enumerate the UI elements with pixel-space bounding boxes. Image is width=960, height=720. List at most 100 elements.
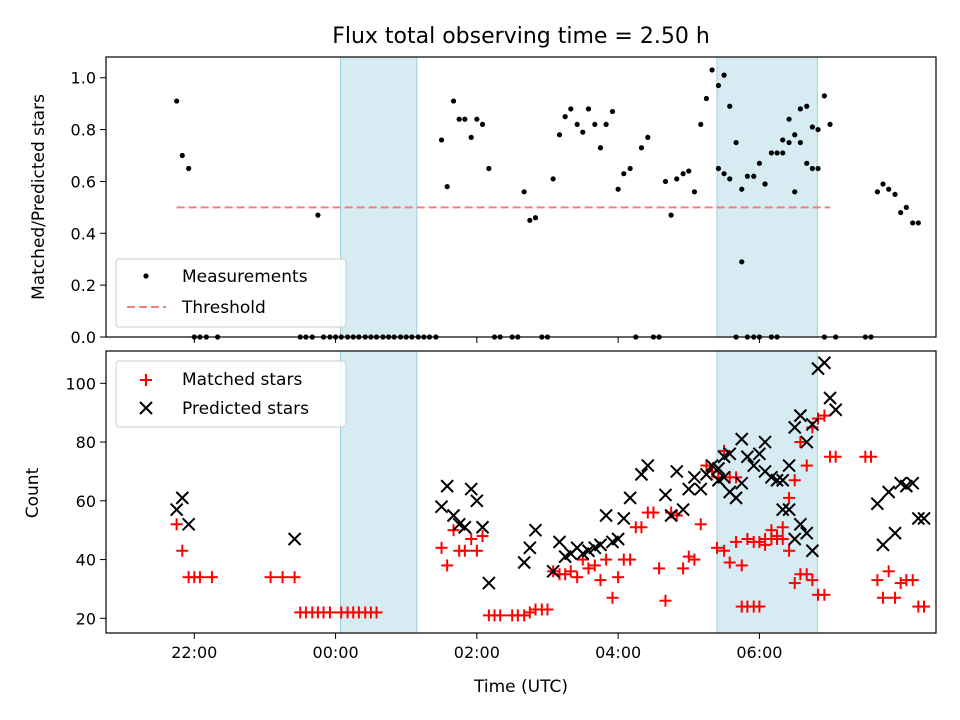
- predicted-star-point: [788, 532, 802, 546]
- matched-star-point: [670, 509, 683, 522]
- shaded-region-2: [716, 350, 818, 634]
- matched-star-point: [741, 533, 754, 545]
- y-tick-label: 0.0: [71, 328, 96, 347]
- y-tick-label: 0.8: [71, 121, 96, 140]
- measurement-point: [592, 121, 598, 128]
- measurement-point: [698, 121, 704, 128]
- measurement-point: [715, 165, 722, 172]
- measurement-point: [780, 150, 786, 156]
- matched-star-point: [735, 559, 748, 572]
- matched-star-point: [288, 571, 301, 584]
- matched-star-point: [170, 518, 183, 531]
- measurement-point: [668, 212, 674, 218]
- measurement-point: [438, 137, 445, 143]
- matched-star-point: [694, 518, 707, 531]
- predicted-star-point: [917, 511, 931, 526]
- matched-star-point: [788, 474, 801, 487]
- bottom-x-ticks: 22:00 00:00 02:00 04:00 06:00: [171, 633, 782, 662]
- matched-star-point: [818, 409, 831, 422]
- x-axis-label: Time (UTC): [473, 677, 568, 697]
- predicted-star-point: [623, 491, 637, 505]
- predicted-star-point: [747, 458, 761, 473]
- legend-matched-label: Matched stars: [182, 370, 302, 390]
- matched-star-point: [441, 559, 454, 572]
- measurement-point: [903, 204, 909, 210]
- legend-predicted-label: Predicted stars: [182, 399, 309, 419]
- matched-star-point: [594, 574, 607, 587]
- predicted-star-point: [446, 508, 461, 523]
- shaded-region-1: [340, 56, 418, 338]
- matched-star-point: [783, 491, 796, 504]
- measurement-point: [815, 126, 821, 133]
- predicted-star-point: [458, 520, 472, 534]
- measurement-point: [609, 108, 616, 115]
- measurement-point: [915, 220, 921, 226]
- measurement-point: [186, 165, 192, 172]
- measurement-point: [797, 139, 803, 146]
- matched-star-point: [877, 591, 890, 604]
- measurement-point: [809, 165, 815, 172]
- predicted-star-point: [687, 470, 702, 485]
- measurement-point: [568, 106, 574, 112]
- matched-star-point: [193, 571, 206, 584]
- measurement-point: [550, 176, 556, 182]
- matched-star-point: [606, 591, 619, 604]
- measurement-point: [721, 171, 727, 177]
- predicted-star-point: [782, 458, 796, 473]
- predicted-star-point: [776, 473, 790, 487]
- predicted-star-point: [723, 447, 737, 461]
- matched-star-point: [647, 506, 660, 519]
- matched-star-point: [571, 571, 584, 584]
- measurement-point: [739, 259, 745, 265]
- matched-star-point: [800, 568, 813, 581]
- matched-star-point: [494, 609, 507, 622]
- measurement-point: [762, 181, 768, 187]
- measurement-point: [892, 191, 898, 198]
- y-tick-label: 100: [65, 374, 96, 393]
- chart-title: Flux total observing time = 2.50 h: [332, 24, 710, 49]
- matched-star-point: [564, 565, 577, 578]
- matched-star-point: [783, 544, 796, 557]
- predicted-star-point: [870, 497, 885, 511]
- matched-star-point: [894, 577, 907, 590]
- matched-star-point: [323, 606, 336, 619]
- measurement-point: [786, 116, 792, 122]
- predicted-star-point: [599, 508, 613, 523]
- y-tick-label: 1.0: [71, 69, 96, 88]
- y-tick-label: 80: [76, 433, 96, 452]
- top-y-ticks: 0.0 0.2 0.4 0.6 0.8 1.0: [71, 69, 106, 347]
- y-tick-label: 60: [76, 492, 96, 511]
- top-plot-frame: [105, 56, 937, 338]
- predicted-star-point: [740, 450, 755, 464]
- predicted-star-point: [881, 485, 896, 499]
- predicted-star-point: [528, 523, 543, 537]
- predicted-star-point: [181, 517, 196, 532]
- y-tick-label: 0.2: [71, 276, 96, 295]
- matched-star-point: [624, 553, 637, 566]
- measurement-point: [768, 150, 775, 156]
- measurement-point: [827, 121, 833, 128]
- measurement-point: [444, 184, 450, 190]
- matched-star-point: [759, 538, 772, 551]
- matched-star-point: [653, 562, 666, 575]
- legend-measurements-label: Measurements: [182, 267, 308, 287]
- matched-star-point: [588, 559, 601, 572]
- y-tick-label: 40: [76, 551, 96, 570]
- predicted-star-point: [517, 555, 531, 570]
- measurement-point: [709, 67, 715, 73]
- x-tick-label: 00:00: [313, 643, 359, 662]
- matched-star-point: [559, 568, 572, 581]
- predicted-star-point: [634, 467, 649, 482]
- predicted-star-point: [611, 532, 625, 546]
- predicted-star-point: [752, 447, 767, 461]
- measurement-point: [809, 124, 815, 130]
- matched-star-point: [523, 606, 536, 619]
- matched-star-point: [700, 459, 713, 472]
- predicted-star-point: [805, 417, 820, 432]
- matched-star-point: [753, 600, 766, 613]
- matched-star-point: [435, 541, 448, 554]
- measurement-point: [585, 106, 592, 112]
- matched-star-point: [730, 535, 743, 548]
- measurement-point: [774, 150, 780, 156]
- matched-star-point: [176, 544, 189, 557]
